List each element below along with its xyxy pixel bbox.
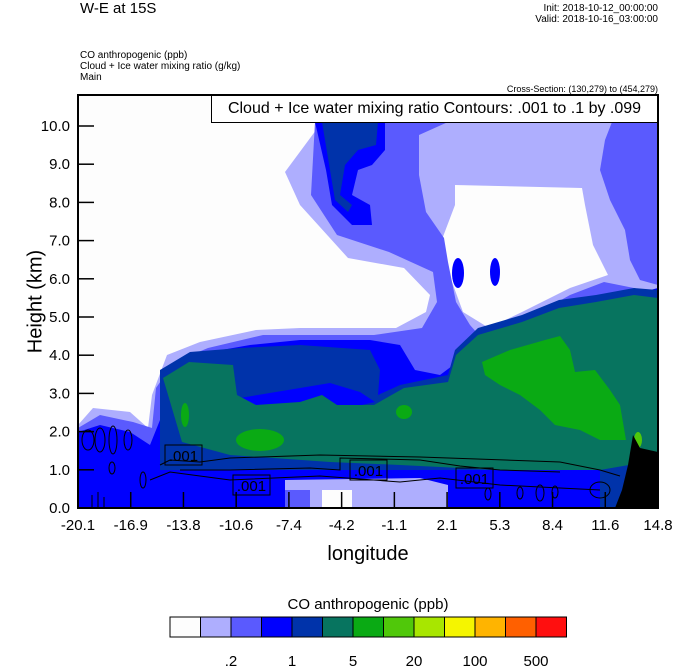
contour-label: .001 [460,471,489,488]
contour-info-box: Cloud + Ice water mixing ratio Contours:… [211,95,658,123]
init-time: Init: 2018-10-12_00:00:00 [543,3,658,14]
y-tick-label: 5.0 [49,309,70,326]
contour-label: .001 [169,448,198,465]
co-level-blue-blob [452,258,464,288]
x-tick-label: -7.4 [276,517,302,534]
colorbar-title: CO anthropogenic (ppb) [287,596,449,613]
co-level-green [482,336,626,440]
colorbar-swatch [230,616,262,638]
x-tick-label: -4.2 [329,517,355,534]
contour-label-box [232,474,271,496]
contour-line [149,471,601,491]
colorbar-label: .2 [225,653,238,667]
contour-label-box [349,459,388,481]
colorbar-label: 5 [349,653,357,667]
x-tick-label: -1.1 [381,517,407,534]
contour-line [81,429,95,451]
y-tick-label: 8.0 [49,194,70,211]
y-tick-label: 2.0 [49,424,70,441]
colorbar-swatch [169,616,201,638]
co-level-medium-blue-surface [285,490,310,508]
colorbar-label: 1 [288,653,296,667]
contour-label: .001 [237,478,266,495]
y-tick-label: 3.0 [49,385,70,402]
contour-label: .001 [354,463,383,480]
y-tick-label: 6.0 [49,271,70,288]
co-level-green-blob [181,403,189,427]
field-label-co: CO anthropogenic (ppb) [80,50,188,61]
valid-time: Valid: 2018-10-16_03:00:00 [535,14,658,25]
colorbar-swatch [535,616,567,638]
x-tick-label: -16.9 [114,517,148,534]
co-level-dark-blue-upper [322,122,378,212]
contour-line [108,461,116,475]
contour-line [516,486,524,500]
y-tick-label: 10.0 [41,118,70,135]
y-tick-label: 1.0 [49,462,70,479]
colorbar-swatch [200,616,232,638]
contour-line [108,425,118,455]
main-title: W-E at 15S [80,0,157,17]
colorbar-label: 500 [523,653,548,667]
co-level-white-surface [322,490,352,508]
colorbar-swatch [474,616,506,638]
co-level-blue-blob [490,258,500,286]
co-level-white-hole [441,185,608,328]
y-axis-label: Height (km) [24,249,47,354]
y-tick-label: 4.0 [49,347,70,364]
colorbar-swatch [413,616,445,638]
colorbar-swatch [291,616,323,638]
contour-label-box [164,444,203,466]
x-tick-label: -13.8 [166,517,200,534]
co-level-blue-streak [240,383,375,410]
x-tick-label: 5.3 [489,517,510,534]
co-level-medium-blue-right [600,122,658,285]
colorbar-swatch [444,616,476,638]
contour-line [159,454,621,477]
colorbar: .2 1 5 20 100 500 [169,616,567,667]
field-label-cloud: Cloud + Ice water mixing ratio (g/kg) [80,61,241,72]
y-tick-label: 9.0 [49,156,70,173]
contour-line [589,481,611,499]
co-level-green-blob [236,429,284,451]
x-tick-label: 14.8 [643,517,672,534]
contour-line [94,427,106,453]
x-tick-label: -10.6 [219,517,253,534]
colorbar-swatch [383,616,415,638]
colorbar-label: 100 [462,653,487,667]
colorbar-swatch [322,616,354,638]
axis-ticks: -20.1 -16.9 -13.8 -10.6 -7.4 -4.2 -1.1 2.1 5.3 8.… [41,118,673,534]
co-level-green-blob [396,405,412,419]
x-axis-label: longitude [327,543,409,565]
co-level-white-left [78,95,430,428]
x-tick-label: 8.4 [542,517,563,534]
colorbar-swatch [261,616,293,638]
contour-line [123,429,133,451]
co-level-teal [163,295,658,480]
colorbar-swatch [505,616,537,638]
y-tick-label: 0.0 [49,500,70,517]
co-field [78,95,658,508]
cloud-contours: .001 .001 .001 .001 [81,425,621,508]
x-tick-label: 2.1 [437,517,458,534]
colorbar-label: 20 [406,653,423,667]
field-label-main: Main [80,72,102,83]
cross-section-label: Cross-Section: (130,279) to (454,279) [506,84,658,94]
y-tick-label: 7.0 [49,233,70,250]
colorbar-swatch [352,616,384,638]
contour-label-box [455,467,494,489]
terrain [615,435,658,508]
x-tick-label: -20.1 [61,517,95,534]
x-tick-label: 11.6 [591,517,619,534]
contour-line [535,484,545,502]
contour-line [139,471,147,489]
contour-line [180,457,561,473]
